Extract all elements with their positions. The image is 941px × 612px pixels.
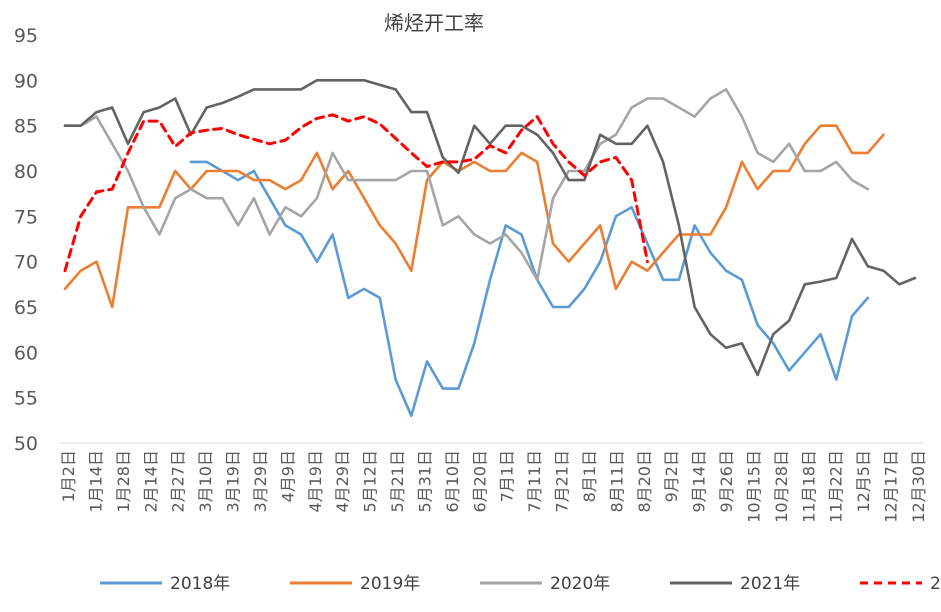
x-tick-label: 3月10日 (196, 450, 215, 513)
series-line-2022年 (63, 113, 649, 273)
x-tick-label: 6月20日 (470, 450, 489, 513)
x-tick-label: 12月30日 (909, 450, 928, 523)
x-tick-label: 8月1日 (580, 450, 599, 502)
y-tick-label: 90 (14, 70, 38, 92)
series-layer (63, 79, 917, 418)
y-tick-label: 65 (14, 297, 38, 319)
x-tick-label: 2月27日 (169, 450, 188, 513)
legend-label: 2022年 (930, 574, 941, 594)
series-line-2020年 (63, 88, 870, 282)
y-tick-label: 50 (14, 433, 38, 455)
x-tick-label: 2月14日 (141, 450, 160, 513)
x-tick-label: 5月21日 (388, 450, 407, 513)
x-tick-label: 1月14日 (86, 450, 105, 513)
x-tick-label: 4月29日 (333, 450, 352, 513)
y-tick-label: 60 (14, 342, 38, 364)
x-tick-label: 5月31日 (415, 450, 434, 513)
x-tick-label: 8月20日 (635, 450, 654, 513)
x-tick-label: 12月5日 (854, 450, 873, 513)
x-tick-label: 4月9日 (278, 450, 297, 502)
x-tick-label: 1月2日 (59, 450, 78, 502)
chart-title: 烯烃开工率 (384, 11, 484, 35)
x-tick-label: 11月22日 (827, 450, 846, 523)
x-tick-label: 10月15日 (744, 450, 763, 523)
x-tick-label: 7月1日 (498, 450, 517, 502)
y-tick-label: 95 (14, 25, 38, 47)
legend-label: 2021年 (740, 574, 800, 594)
legend-label: 2018年 (170, 574, 230, 594)
x-tick-label: 3月29日 (251, 450, 270, 513)
x-tick-label: 4月19日 (306, 450, 325, 513)
x-tick-label: 9月26日 (717, 450, 736, 513)
y-tick-label: 75 (14, 206, 38, 228)
y-tick-label: 70 (14, 252, 38, 274)
x-tick-label: 5月12日 (361, 450, 380, 513)
series-line-2018年 (189, 160, 870, 418)
x-tick-label: 9月14日 (690, 450, 709, 513)
x-tick-label: 6月10日 (443, 450, 462, 513)
y-tick-label: 85 (14, 116, 38, 138)
y-tick-label: 80 (14, 161, 38, 183)
legend: 2018年 2019年 2020年 2021年 2022年 (100, 574, 941, 594)
x-tick-label: 7月11日 (525, 450, 544, 513)
legend-label: 2020年 (550, 574, 610, 594)
x-tick-label: 1月28日 (114, 450, 133, 513)
y-tick-label: 55 (14, 388, 38, 410)
x-tick-label: 10月28日 (772, 450, 791, 523)
series-line-2019年 (63, 124, 885, 309)
series-line-2021年 (63, 79, 917, 377)
x-tick-label: 8月11日 (607, 450, 626, 513)
x-tick-label: 11月18日 (799, 450, 818, 523)
x-tick-label: 9月2日 (662, 450, 681, 502)
x-tick-label: 7月21日 (553, 450, 572, 513)
x-tick-label: 3月19日 (224, 450, 243, 513)
x-axis: 1月2日 1月14日 1月28日 2月14日 2月27日 3月10日 3月19日 3月29日 4… (59, 442, 928, 523)
y-axis: 50 55 60 65 70 75 80 85 90 95 (14, 25, 38, 455)
legend-label: 2019年 (360, 574, 420, 594)
x-tick-label: 12月17日 (882, 450, 901, 523)
